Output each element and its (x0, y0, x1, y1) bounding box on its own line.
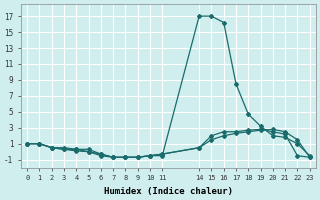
X-axis label: Humidex (Indice chaleur): Humidex (Indice chaleur) (104, 187, 233, 196)
